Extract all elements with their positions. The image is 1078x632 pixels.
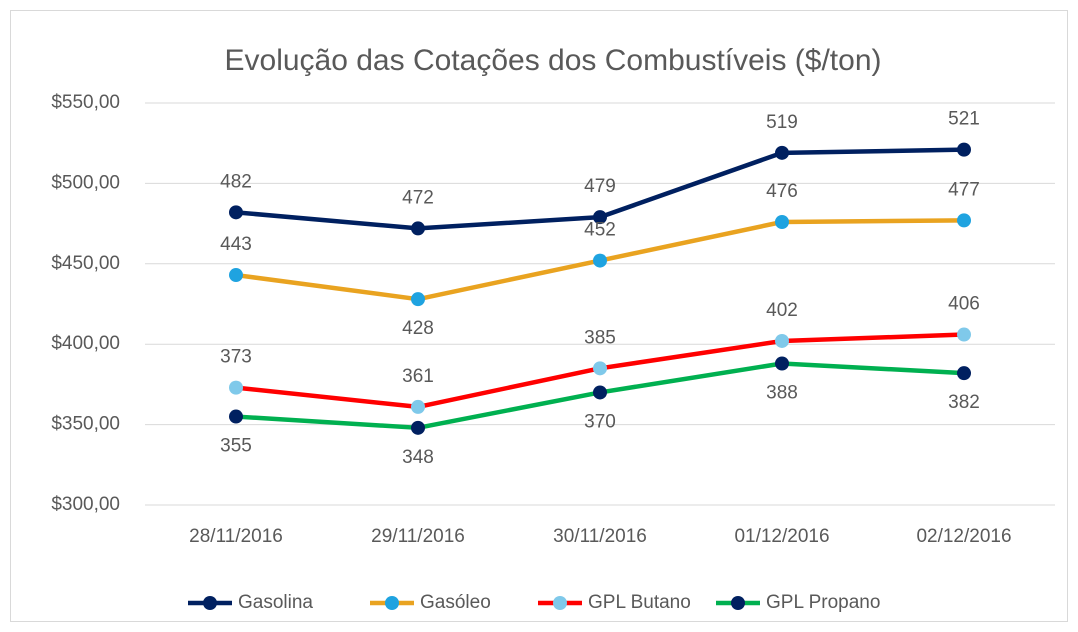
point	[775, 356, 789, 371]
data-label: 428	[402, 318, 434, 339]
legend-marker	[385, 596, 399, 610]
data-label: 443	[220, 234, 252, 255]
data-label: 382	[948, 392, 980, 413]
data-label: 402	[766, 300, 798, 321]
point	[593, 385, 607, 400]
point	[411, 292, 425, 307]
point	[775, 214, 789, 229]
legend-marker	[731, 596, 745, 610]
data-label: 482	[220, 171, 252, 192]
point	[229, 268, 243, 283]
data-label: 521	[948, 109, 980, 130]
data-label: 348	[402, 447, 434, 468]
legend-label: GPL Propano	[766, 592, 880, 613]
legend-label: Gasolina	[238, 592, 313, 613]
data-label: 373	[220, 347, 252, 368]
legend-marker	[553, 596, 567, 610]
data-label: 479	[584, 176, 616, 197]
point	[411, 221, 425, 236]
data-label: 370	[584, 411, 616, 432]
point	[775, 145, 789, 160]
chart-border	[10, 10, 1068, 622]
y-tick-label: $500,00	[51, 172, 120, 193]
data-label: 388	[766, 383, 798, 404]
point	[957, 327, 971, 342]
legend-label: Gasóleo	[420, 592, 491, 613]
x-tick-label: 29/11/2016	[371, 526, 465, 547]
point	[229, 380, 243, 395]
data-label: 361	[402, 366, 434, 387]
x-tick-label: 01/12/2016	[734, 526, 829, 547]
x-tick-label: 30/11/2016	[553, 526, 647, 547]
point	[957, 213, 971, 228]
data-label: 385	[584, 327, 616, 348]
legend-marker	[203, 596, 217, 610]
y-tick-label: $300,00	[51, 494, 120, 515]
point	[411, 420, 425, 435]
point	[593, 210, 607, 225]
point	[229, 205, 243, 220]
data-label: 472	[402, 187, 434, 208]
x-tick-label: 28/11/2016	[189, 526, 283, 547]
x-tick-label: 02/12/2016	[916, 526, 1011, 547]
data-label: 519	[766, 112, 798, 133]
point	[957, 366, 971, 381]
data-label: 452	[584, 220, 616, 241]
y-tick-label: $350,00	[51, 414, 120, 435]
data-label: 355	[220, 436, 252, 457]
legend-label: GPL Butano	[588, 592, 691, 613]
point	[957, 142, 971, 157]
point	[229, 409, 243, 424]
point	[593, 361, 607, 376]
data-label: 406	[948, 294, 980, 315]
y-tick-label: $400,00	[51, 333, 120, 354]
chart-title: Evolução das Cotações dos Combustíveis (…	[225, 44, 882, 77]
data-label: 477	[948, 179, 980, 200]
point	[411, 399, 425, 414]
y-tick-label: $550,00	[51, 92, 120, 113]
y-tick-label: $450,00	[51, 253, 120, 274]
point	[593, 253, 607, 268]
point	[775, 333, 789, 348]
data-label: 476	[766, 181, 798, 202]
